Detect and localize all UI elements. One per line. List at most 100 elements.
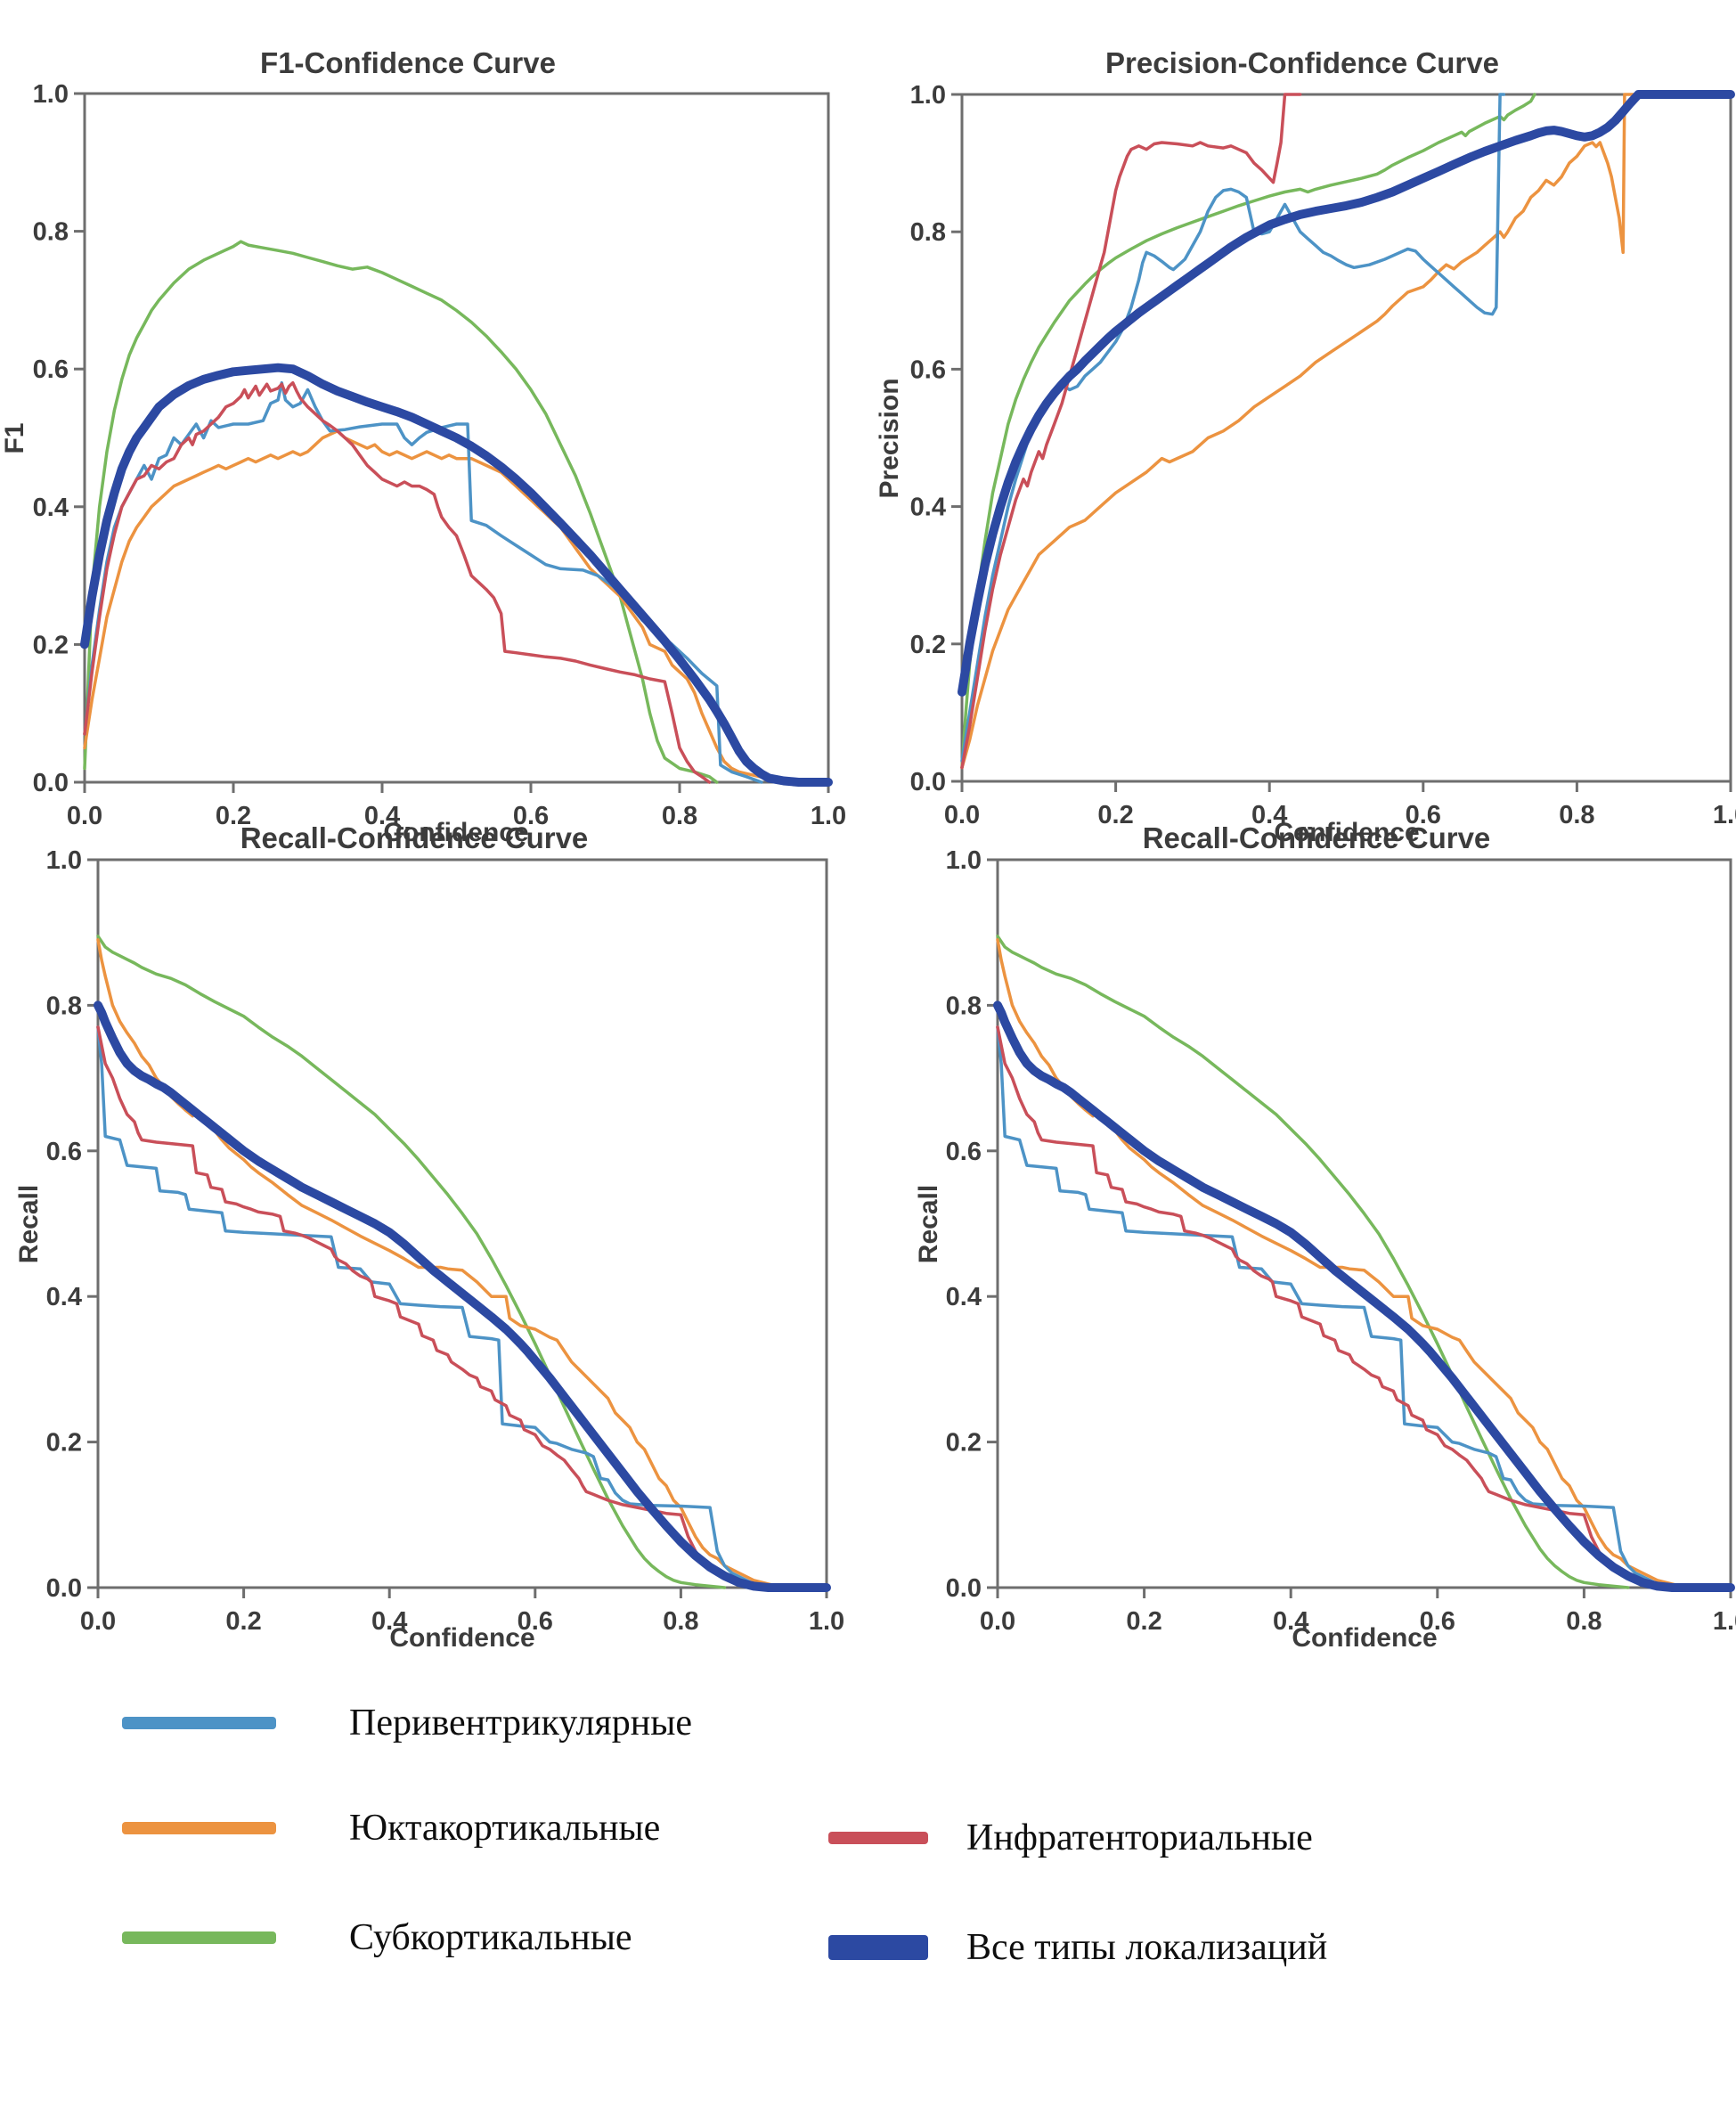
x-tick-label: 1.0 (1713, 801, 1736, 829)
plot-frame (996, 858, 1732, 1589)
x-tick-label: 0.4 (1273, 1607, 1308, 1636)
x-tick-label: 0.4 (364, 802, 400, 830)
x-tick-label: 1.0 (1713, 1607, 1736, 1636)
series-green-curve (960, 93, 1536, 770)
y-axis-label: Precision (875, 378, 904, 498)
chart-title: Recall-Confidence Curve (240, 821, 589, 854)
legend-swatch-orange-line (122, 1822, 276, 1834)
series-orange-curve (83, 429, 786, 784)
y-tick-label: 0.0 (46, 1574, 82, 1603)
y-tick-label: 0.2 (946, 1429, 982, 1458)
series-red-curve (960, 93, 1302, 770)
series-red-curve (996, 1025, 1659, 1589)
y-tick-label: 0.4 (946, 1283, 982, 1311)
series-navy-curve (80, 363, 833, 787)
recall-confidence-chart-left: Recall-Confidence Curve Confidence Recal… (14, 821, 844, 1653)
x-tick-label: 0.6 (1406, 801, 1441, 829)
x-tick-label: 0.0 (980, 1607, 1015, 1636)
legend-swatch-red-line (828, 1832, 928, 1844)
y-tick-label: 0.2 (46, 1429, 82, 1458)
x-tick-label: 1.0 (809, 1607, 844, 1636)
x-axis-label: Confidence (1292, 1623, 1437, 1653)
y-tick-label: 0.6 (946, 1138, 982, 1166)
precision-confidence-chart: Precision-Confidence Curve Confidence Pr… (875, 46, 1736, 847)
x-axis-label: Confidence (1274, 818, 1419, 847)
x-tick-label: 0.0 (80, 1607, 116, 1636)
x-tick-label: 0.6 (518, 1607, 553, 1636)
y-tick-label: 0.4 (910, 494, 946, 522)
y-tick-label: 0.2 (33, 631, 69, 659)
series-orange-curve (960, 93, 1641, 770)
plot-area: 0.0 0.2 0.4 0.6 0.8 1.0 0.0 0.2 0.4 0.6 0.8 1.0 (910, 81, 1736, 829)
x-tick-label: 0.2 (225, 1607, 261, 1636)
series-navy-curve (958, 90, 1735, 697)
series-blue-curve (96, 1025, 770, 1589)
legend-swatch-navy-line (828, 1935, 928, 1960)
x-tick-label: 0.8 (1559, 801, 1594, 829)
y-tick-label: 1.0 (946, 846, 982, 875)
y-tick-label: 0.8 (33, 218, 69, 247)
plot-area: 0.0 0.2 0.4 0.6 0.8 1.0 0.0 0.2 0.4 0.6 0.8 1.0 (46, 846, 844, 1636)
legend-label: Субкортикальные (349, 1917, 632, 1958)
y-tick-label: 0.8 (946, 992, 982, 1020)
legend-label: Все типы локализаций (966, 1927, 1328, 1968)
chart-title: F1-Confidence Curve (260, 46, 556, 79)
y-axis-label: Recall (14, 1185, 44, 1263)
y-tick-label: 0.6 (33, 355, 69, 384)
x-tick-label: 0.2 (1126, 1607, 1161, 1636)
x-tick-label: 0.4 (371, 1607, 407, 1636)
legend-swatch-green-line (122, 1931, 276, 1944)
x-tick-label: 0.4 (1251, 801, 1287, 829)
series-red-curve (83, 380, 712, 784)
series-navy-curve (94, 1000, 831, 1592)
x-axis-label: Confidence (383, 818, 528, 847)
x-tick-label: 0.2 (1097, 801, 1133, 829)
recall-confidence-chart-right: Recall-Confidence Curve Confidence Recal… (914, 821, 1736, 1653)
x-tick-label: 0.8 (662, 802, 697, 830)
legend-label: Инфратенториальные (966, 1817, 1313, 1858)
y-tick-label: 1.0 (33, 80, 69, 109)
y-tick-label: 0.0 (946, 1574, 982, 1603)
y-tick-label: 0.4 (33, 494, 69, 522)
y-axis-label: F1 (0, 422, 29, 453)
chart-title: Recall-Confidence Curve (1143, 821, 1491, 854)
y-tick-label: 1.0 (46, 846, 82, 875)
series-navy-curve (993, 1000, 1735, 1592)
series-green-curve (83, 240, 719, 784)
x-tick-label: 0.8 (663, 1607, 698, 1636)
y-tick-label: 0.2 (910, 631, 946, 659)
legend-label: Юктакортикальные (349, 1808, 661, 1849)
f1-confidence-chart: F1-Confidence Curve Confidence F1 0.0 0.2… (0, 46, 846, 847)
series-red-curve (96, 1025, 755, 1589)
plot-frame (96, 858, 828, 1589)
x-tick-label: 0.6 (513, 802, 549, 830)
plot-frame (960, 93, 1732, 783)
legend-label: Перивентрикулярные (349, 1703, 693, 1744)
plot-frame (83, 92, 830, 784)
chart-title: Precision-Confidence Curve (1105, 46, 1499, 79)
y-tick-label: 0.0 (33, 769, 69, 797)
plot-area: 0.0 0.2 0.4 0.6 0.8 1.0 0.0 0.2 0.4 0.6 0.8 1.0 (946, 846, 1736, 1636)
x-tick-label: 0.8 (1566, 1607, 1602, 1636)
y-axis-label: Recall (914, 1185, 943, 1263)
legend-swatch-blue-line (122, 1717, 276, 1729)
y-tick-label: 0.6 (46, 1138, 82, 1166)
x-tick-label: 0.2 (216, 802, 251, 830)
series-green-curve (96, 935, 727, 1589)
y-tick-label: 0.0 (910, 768, 946, 796)
y-tick-label: 1.0 (910, 81, 946, 110)
x-axis-label: Confidence (389, 1623, 534, 1653)
plot-area: 0.0 0.2 0.4 0.6 0.8 1.0 0.0 0.2 0.4 0.6 0.8 1.0 (33, 80, 846, 830)
y-tick-label: 0.6 (910, 355, 946, 384)
series-blue-curve (996, 1025, 1674, 1589)
y-tick-label: 0.8 (46, 992, 82, 1020)
x-tick-label: 0.0 (67, 802, 102, 830)
y-tick-label: 0.4 (46, 1283, 82, 1311)
x-tick-label: 0.0 (944, 801, 980, 829)
x-tick-label: 0.6 (1420, 1607, 1455, 1636)
x-tick-label: 1.0 (811, 802, 846, 830)
y-tick-label: 0.8 (910, 218, 946, 247)
